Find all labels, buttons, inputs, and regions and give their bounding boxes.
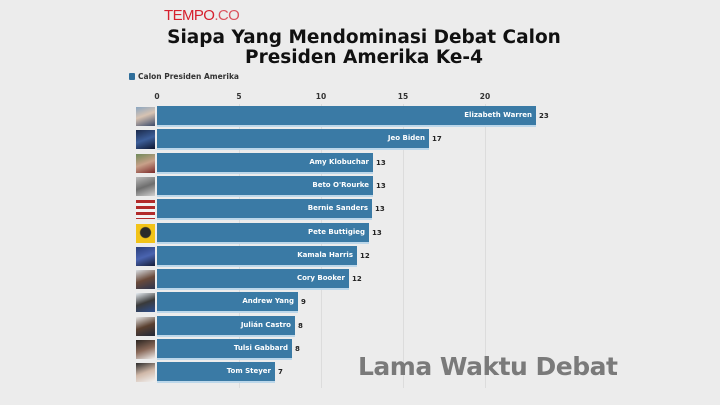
value-label: 23 xyxy=(539,112,549,120)
bar-label: Beto O'Rourke xyxy=(312,180,369,189)
candidate-photo xyxy=(136,293,155,313)
bar-row: Julián Castro 8 xyxy=(0,315,720,337)
bar-label: Jeo Biden xyxy=(387,134,425,143)
candidate-photo xyxy=(136,223,155,243)
bar: Kamala Harris xyxy=(157,245,357,267)
bar-row: Beto O'Rourke 13 xyxy=(0,175,720,197)
candidate-photo xyxy=(136,340,155,359)
bar: Bernie Sanders xyxy=(157,199,372,221)
bar-label: Cory Booker xyxy=(296,274,345,283)
bar-row: Elizabeth Warren 23 xyxy=(0,106,720,127)
bar: Andrew Yang xyxy=(157,292,298,314)
title-line-2: Presiden Amerika Ke-4 xyxy=(245,47,483,68)
x-tick: 0 xyxy=(154,92,160,101)
legend-label: Calon Presiden Amerika xyxy=(138,72,239,81)
candidate-photo xyxy=(136,363,155,383)
bar: Amy Klobuchar xyxy=(157,152,373,174)
bar-row: Kamala Harris 12 xyxy=(0,245,720,267)
bar-label: Andrew Yang xyxy=(242,297,294,306)
x-axis: 0 5 10 15 20 xyxy=(0,92,720,104)
bar: Julián Castro xyxy=(157,315,295,337)
candidate-photo xyxy=(136,200,155,220)
value-label: 12 xyxy=(360,251,370,260)
bar-label: Elizabeth Warren xyxy=(464,111,532,119)
bar: Beto O'Rourke xyxy=(157,175,373,197)
value-label: 7 xyxy=(278,368,283,377)
gridline xyxy=(485,104,486,388)
bar: Tom Steyer xyxy=(157,362,275,384)
value-label: 12 xyxy=(352,275,362,284)
legend-swatch-icon xyxy=(129,73,135,80)
value-label: 8 xyxy=(298,321,303,330)
value-label: 17 xyxy=(432,135,442,144)
candidate-photo xyxy=(136,176,155,196)
value-label: 9 xyxy=(301,298,306,307)
bar: Tulsi Gabbard xyxy=(157,339,292,360)
gridline xyxy=(403,104,404,388)
logo-tld: .CO xyxy=(214,7,240,24)
bar-row: Bernie Sanders 13 xyxy=(0,199,720,221)
x-tick: 10 xyxy=(315,92,327,101)
value-label: 13 xyxy=(375,205,385,214)
chart-title: Siapa Yang Mendominasi Debat Calon Presi… xyxy=(0,28,720,68)
bar-row: Amy Klobuchar 13 xyxy=(0,152,720,174)
candidate-photo xyxy=(136,130,155,150)
bar-row: Andrew Yang 9 xyxy=(0,292,720,314)
bar-label: Pete Buttigieg xyxy=(308,227,365,236)
value-label: 13 xyxy=(372,228,382,237)
candidate-photo xyxy=(136,107,155,126)
bar: Elizabeth Warren xyxy=(157,106,536,127)
bar-row: Pete Buttigieg 13 xyxy=(0,222,720,244)
value-label: 8 xyxy=(295,345,300,353)
candidate-photo xyxy=(136,153,155,173)
candidate-photo xyxy=(136,270,155,290)
value-label: 13 xyxy=(376,158,386,167)
candidate-photo xyxy=(136,316,155,336)
bar: Jeo Biden xyxy=(157,129,429,151)
title-line-1: Siapa Yang Mendominasi Debat Calon xyxy=(167,27,561,48)
bar-label: Bernie Sanders xyxy=(307,204,368,213)
bar-row: Jeo Biden 17 xyxy=(0,129,720,151)
bar-row: Cory Booker 12 xyxy=(0,269,720,291)
bar-label: Julián Castro xyxy=(240,320,291,329)
bar-row: Tom Steyer 7 xyxy=(0,362,720,384)
x-tick: 5 xyxy=(236,92,242,101)
chart-subtitle-watermark: Lama Waktu Debat xyxy=(358,352,618,381)
bar-label: Tom Steyer xyxy=(226,367,271,376)
bar-row: Tulsi Gabbard 8 xyxy=(0,339,720,360)
bar: Cory Booker xyxy=(157,269,349,291)
bar-label: Tulsi Gabbard xyxy=(233,344,288,352)
bar: Pete Buttigieg xyxy=(157,222,369,244)
legend: Calon Presiden Amerika xyxy=(129,72,239,81)
x-tick: 20 xyxy=(479,92,491,101)
bar-label: Kamala Harris xyxy=(297,250,353,259)
candidate-photo xyxy=(136,246,155,266)
logo-brand: TEMPO xyxy=(164,7,215,24)
value-label: 13 xyxy=(376,181,386,190)
tempo-logo: TEMPO.CO xyxy=(164,7,240,24)
x-tick: 15 xyxy=(397,92,409,101)
bar-label: Amy Klobuchar xyxy=(309,157,369,166)
